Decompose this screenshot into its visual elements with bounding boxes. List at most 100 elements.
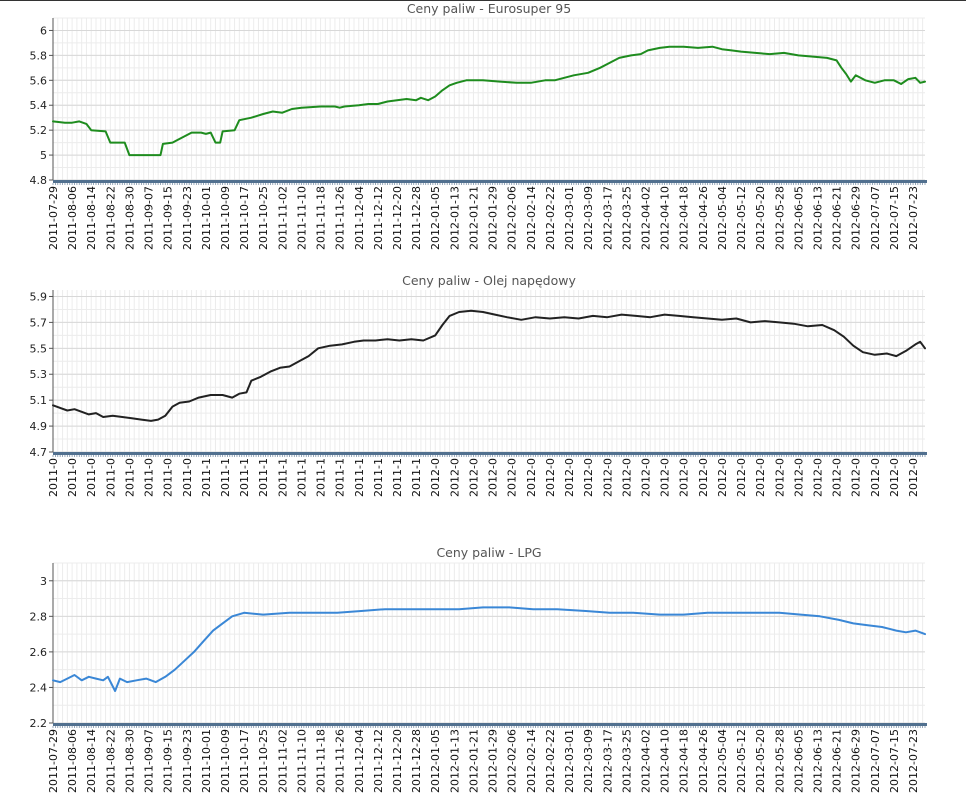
eurosuper-xtick-label: 2011-11-02 [276,186,289,250]
lpg-xtick-label: 2011-11-26 [334,729,347,793]
eurosuper-xtick-label: 2012-06-05 [792,186,805,250]
lpg-xtick-label: 2012-02-06 [506,729,519,793]
lpg-xtick-label: 2011-08-22 [104,729,117,793]
eurosuper-xtick-label: 2011-09-23 [181,186,194,250]
diesel-xtick-label: 2011-0 [162,458,175,497]
diesel-xtick-label: 2011-1 [315,458,328,497]
diesel-xtick-label: 2012-0 [792,458,805,497]
eurosuper-xtick-label: 2012-04-18 [678,186,691,250]
eurosuper-xtick-label: 2012-03-09 [582,186,595,250]
eurosuper-xtick-label: 2012-05-20 [754,186,767,250]
eurosuper-ytick-label: 4.8 [30,174,48,187]
lpg-xtick-label: 2012-07-07 [869,729,882,793]
diesel-xtick-label: 2012-0 [620,458,633,497]
eurosuper-xtick-label: 2012-01-13 [448,186,461,250]
lpg-xtick-label: 2012-06-05 [792,729,805,793]
diesel-xtick-label: 2012-0 [811,458,824,497]
eurosuper-xtick-label: 2012-06-13 [811,186,824,250]
lpg-xtick-label: 2011-12-04 [353,729,366,793]
lpg-xtick-label: 2011-09-07 [143,729,156,793]
diesel-xtick-label: 2012-0 [563,458,576,497]
diesel-xtick-label: 2011-0 [47,458,60,497]
lpg-xtick-label: 2011-07-29 [47,729,60,793]
lpg-xtick-label: 2011-09-23 [181,729,194,793]
diesel-xtick-label: 2011-0 [143,458,156,497]
diesel-xtick-label: 2012-0 [754,458,767,497]
eurosuper-chart: Ceny paliw - Eurosuper 95 4.8 5 5.2 5.4 5.6 5.… [30,1,927,250]
eurosuper-ytick-label: 5 [40,149,47,162]
eurosuper-xtick-label: 2012-05-12 [735,186,748,250]
eurosuper-xtick-label: 2012-03-01 [563,186,576,250]
lpg-xtick-label: 2012-05-12 [735,729,748,793]
eurosuper-xtick-label: 2011-10-25 [257,186,270,250]
diesel-xtick-label: 2011-0 [181,458,194,497]
eurosuper-grid [52,17,925,181]
eurosuper-xtick-label: 2012-04-02 [639,186,652,250]
diesel-xtick-label: 2012-0 [907,458,920,497]
lpg-xtick-label: 2011-12-12 [372,729,385,793]
eurosuper-xtick-label: 2012-07-07 [869,186,882,250]
diesel-ytick-label: 5.9 [30,290,48,303]
eurosuper-xtick-label: 2012-03-25 [620,186,633,250]
lpg-xtick-label: 2012-05-28 [773,729,786,793]
diesel-xtick-label: 2012-0 [601,458,614,497]
lpg-xtick-label: 2012-04-02 [639,729,652,793]
eurosuper-xtick-label: 2012-05-04 [716,186,729,250]
diesel-chart: Ceny paliw - Olej napędowy 4.7 4.9 5.1 5.3 5.… [30,273,927,497]
lpg-x-axis-bar [53,723,927,726]
diesel-xtick-label: 2011-0 [85,458,98,497]
lpg-ytick-label: 2.4 [30,681,48,694]
lpg-xtick-label: 2012-06-13 [811,729,824,793]
diesel-xtick-label: 2012-0 [678,458,691,497]
diesel-xtick-label: 2011-0 [123,458,136,497]
diesel-series-line [52,309,926,422]
eurosuper-xtick-label: 2012-02-22 [544,186,557,250]
lpg-xtick-label: 2012-03-09 [582,729,595,793]
eurosuper-series-line [52,45,926,157]
lpg-xtick-label: 2012-07-15 [888,729,901,793]
lpg-title: Ceny paliw - LPG [436,545,541,560]
diesel-xtick-label: 2012-0 [773,458,786,497]
lpg-xtick-label: 2011-11-18 [315,729,328,793]
diesel-xtick-label: 2012-0 [716,458,729,497]
eurosuper-xtick-label: 2012-06-21 [831,186,844,250]
diesel-xtick-label: 2011-1 [257,458,270,497]
eurosuper-xtick-label: 2011-11-10 [295,186,308,250]
eurosuper-xtick-label: 2012-05-28 [773,186,786,250]
lpg-xtick-label: 2012-07-23 [907,729,920,793]
lpg-xtick-label: 2011-10-25 [257,729,270,793]
diesel-xtick-label: 2012-0 [506,458,519,497]
lpg-xtick-label: 2012-04-26 [697,729,710,793]
eurosuper-xtick-label: 2012-07-23 [907,186,920,250]
lpg-xtick-label: 2012-05-20 [754,729,767,793]
diesel-xtick-label: 2011-1 [353,458,366,497]
lpg-xtick-label: 2012-05-04 [716,729,729,793]
eurosuper-x-ticks [52,183,926,185]
eurosuper-xtick-label: 2011-10-17 [238,186,251,250]
eurosuper-xtick-label: 2012-03-17 [601,186,614,250]
eurosuper-xtick-label: 2012-02-06 [506,186,519,250]
diesel-ytick-label: 4.7 [30,446,48,459]
diesel-xtick-label: 2012-0 [467,458,480,497]
eurosuper-xtick-label: 2011-08-06 [66,186,79,250]
diesel-title: Ceny paliw - Olej napędowy [402,273,576,288]
eurosuper-xtick-label: 2012-01-05 [429,186,442,250]
eurosuper-xtick-label: 2012-01-21 [467,186,480,250]
lpg-xtick-label: 2011-08-14 [85,729,98,793]
eurosuper-x-axis-bar [53,180,927,183]
eurosuper-xtick-label: 2011-07-29 [47,186,60,250]
lpg-xtick-label: 2012-06-29 [850,729,863,793]
lpg-ytick-label: 3 [40,575,47,588]
eurosuper-xtick-label: 2011-08-22 [104,186,117,250]
diesel-xtick-label: 2011-1 [372,458,385,497]
diesel-xtick-label: 2012-0 [831,458,844,497]
eurosuper-xtick-label: 2011-11-26 [334,186,347,250]
eurosuper-xtick-label: 2011-12-20 [391,186,404,250]
lpg-xtick-label: 2011-10-09 [219,729,232,793]
diesel-ytick-label: 5.3 [30,368,48,381]
lpg-xtick-label: 2011-11-02 [276,729,289,793]
lpg-xtick-label: 2011-12-28 [410,729,423,793]
lpg-xtick-label: 2011-10-17 [238,729,251,793]
diesel-xtick-label: 2012-0 [487,458,500,497]
